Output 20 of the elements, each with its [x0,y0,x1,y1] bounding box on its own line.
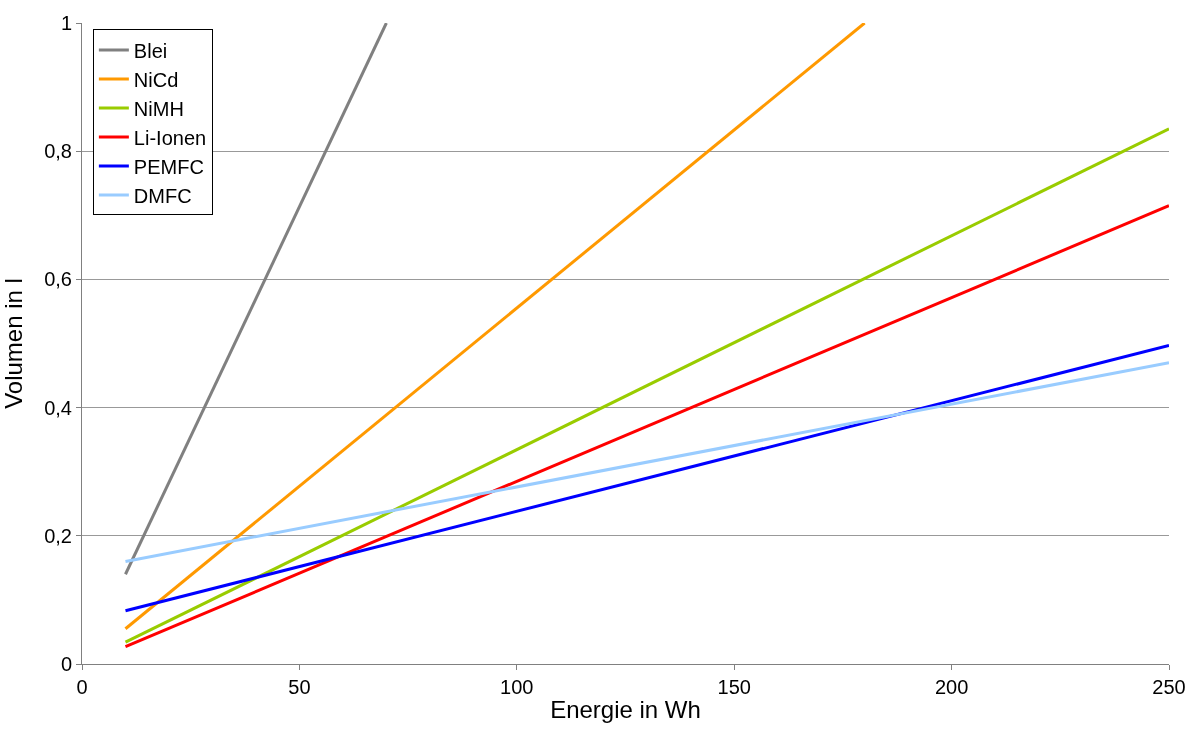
legend-label: NiCd [133,68,179,91]
legend-label: DMFC [133,184,192,207]
legend-label: NiMH [133,97,184,120]
x-tick-label: 250 [1152,676,1186,698]
y-axis-title: Volumen in l [0,278,27,409]
x-tick-label: 100 [500,676,534,698]
legend-label: Li-Ionen [133,126,207,149]
x-axis-title: Energie in Wh [550,696,701,724]
y-tick-label: 0 [60,653,72,675]
y-tick-label: 0,8 [44,140,72,163]
y-tick-label: 0,2 [44,524,72,547]
x-tick-label: 0 [76,676,88,698]
legend-label: Blei [133,39,168,62]
legend-label: PEMFC [133,155,204,178]
x-tick-label: 200 [934,676,969,698]
y-tick-label: 0,6 [44,268,72,291]
y-tick-label: 1 [60,12,72,34]
y-tick-label: 0,4 [44,396,72,419]
x-tick-label: 50 [288,676,311,698]
x-tick-label: 150 [717,676,751,698]
